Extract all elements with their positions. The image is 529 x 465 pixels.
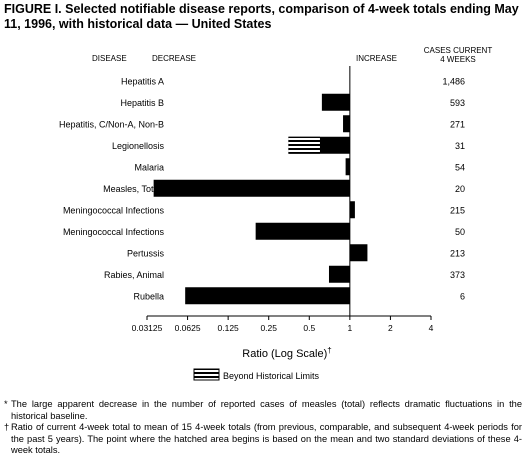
ratio-bar [185, 287, 350, 305]
disease-label: Pertussis [127, 248, 165, 258]
x-axis: 0.03125 0.0625 0.125 0.25 0.5 1 2 4 [132, 315, 434, 333]
legend-hatch-swatch [193, 368, 220, 381]
ratio-bar [328, 265, 350, 283]
x-tick-label: 0.5 [303, 323, 315, 333]
chart-rows: Hepatitis A 1,486 Hepatitis B 593 Hepatitis,… [59, 66, 465, 316]
cases-count: 215 [450, 205, 465, 215]
x-tick-label: 2 [388, 323, 393, 333]
footnote-symbol: * [4, 399, 8, 409]
cases-header-line: 4 WEEKS [440, 55, 476, 64]
cases-count: 6 [460, 291, 465, 301]
ratio-bar [349, 244, 368, 262]
disease-label: Measles, Total* [103, 184, 164, 194]
cases-count: 213 [450, 248, 465, 258]
column-headers: DISEASE DECREASE INCREASE CASES CURRENT 4… [92, 46, 492, 64]
ratio-bar [345, 158, 350, 176]
x-axis-label-dagger: † [327, 346, 331, 355]
cases-column-header: CASES CURRENT 4 WEEKS [424, 46, 493, 64]
beyond-limits-hatch [288, 136, 320, 154]
x-tick-label: 0.0625 [175, 323, 201, 333]
footnotes: * The large apparent decrease in the num… [4, 399, 522, 457]
x-axis-label: Ratio (Log Scale)† [242, 346, 331, 360]
x-tick-label: 0.25 [260, 323, 277, 333]
cases-count: 31 [455, 141, 465, 151]
ratio-bar-chart: DISEASE DECREASE INCREASE CASES CURRENT 4… [59, 46, 492, 381]
disease-label: Meningococcal Infections [63, 227, 165, 237]
ratio-bar [343, 115, 350, 133]
cases-count: 20 [455, 184, 465, 194]
x-tick-label: 4 [429, 323, 434, 333]
disease-label: Legionellosis [112, 141, 165, 151]
footnote-ratio: † Ratio of current 4-week total to mean … [4, 422, 522, 457]
disease-label: Rabies, Animal [104, 270, 164, 280]
increase-column-header: INCREASE [356, 54, 397, 63]
cases-count: 593 [450, 98, 465, 108]
x-axis-label-text: Ratio (Log Scale) [242, 348, 327, 360]
x-tick-label: 1 [347, 323, 352, 333]
cases-count: 54 [455, 162, 465, 172]
footnote-text: Ratio of current 4-week total to mean of… [11, 422, 522, 455]
ratio-bar [153, 179, 350, 197]
disease-label: Rubella [133, 291, 164, 301]
cases-count: 1,486 [442, 76, 465, 86]
legend: Beyond Historical Limits [193, 368, 320, 381]
disease-label: Hepatitis A [121, 76, 164, 86]
disease-label: Meningococcal Infections [63, 205, 165, 215]
cases-count: 373 [450, 270, 465, 280]
disease-label: Hepatitis B [120, 98, 164, 108]
cases-count: 50 [455, 227, 465, 237]
ratio-bar [321, 93, 350, 111]
footnote-measles: * The large apparent decrease in the num… [4, 399, 522, 422]
x-tick-label: 0.03125 [132, 323, 163, 333]
cases-header-line: CASES CURRENT [424, 46, 493, 55]
x-tick-label: 0.125 [218, 323, 240, 333]
decrease-column-header: DECREASE [152, 54, 196, 63]
disease-label: Hepatitis, C/Non-A, Non-B [59, 119, 164, 129]
legend-label: Beyond Historical Limits [223, 371, 320, 381]
disease-label: Malaria [134, 162, 164, 172]
figure-title: FIGURE I. Selected notifiable disease re… [4, 2, 519, 31]
ratio-bar [349, 201, 355, 219]
footnote-text: The large apparent decrease in the numbe… [11, 399, 522, 421]
footnote-symbol: † [4, 422, 10, 432]
disease-column-header: DISEASE [92, 54, 127, 63]
cases-count: 271 [450, 119, 465, 129]
ratio-bar [255, 222, 350, 240]
